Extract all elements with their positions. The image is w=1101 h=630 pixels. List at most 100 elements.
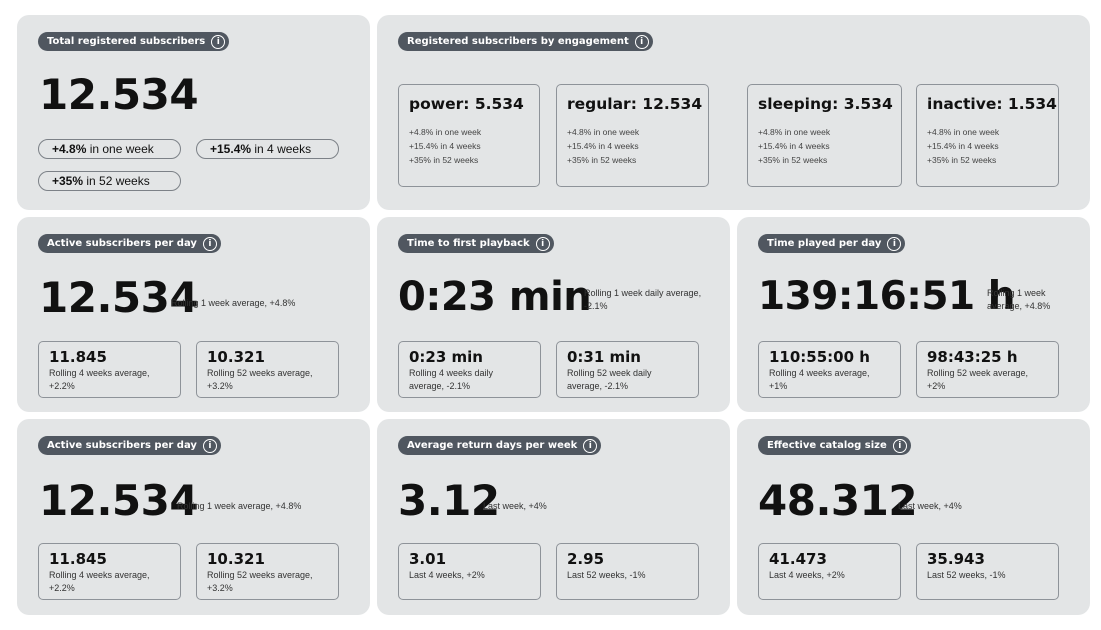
card-title-text: Active subscribers per day (47, 440, 197, 451)
info-icon[interactable]: i (634, 34, 649, 49)
engagement-inactive: inactive: 1.534 +4.8% in one week +15.4%… (916, 84, 1059, 187)
engagement-line: +15.4% in 4 weeks (927, 141, 999, 151)
stat-box-4-weeks: 41.473 Last 4 weeks, +2% (758, 543, 901, 600)
stat-value: 0:23 min (409, 348, 483, 366)
stat-box-4-weeks: 0:23 min Rolling 4 weeks daily average, … (398, 341, 541, 398)
main-note: Rolling 1 week average, +4.8% (177, 501, 302, 511)
engagement-line: +4.8% in one week (409, 127, 482, 137)
stat-note: Rolling 52 week average, +2% (927, 368, 1029, 391)
stat-note: Rolling 52 weeks average, +3.2% (207, 570, 313, 593)
stat-box-4-weeks: 110:55:00 h Rolling 4 weeks average, +1% (758, 341, 901, 398)
stat-box-52-weeks: 35.943 Last 52 weeks, -1% (916, 543, 1059, 600)
main-value: 139:16:51 h (758, 274, 1016, 319)
main-value: 12.534 (39, 273, 199, 322)
stat-note: Rolling 52 weeks average, +3.2% (207, 368, 313, 391)
info-icon[interactable]: i (887, 236, 902, 251)
card-title-text: Active subscribers per day (47, 238, 197, 249)
card-title: Time to first playback i (398, 234, 554, 253)
info-icon[interactable]: i (535, 236, 550, 251)
main-note: Rolling 1 week average, +4.8% (987, 288, 1051, 311)
stat-value: 11.845 (49, 348, 107, 366)
main-value: 0:23 min (398, 274, 592, 320)
active-subscribers-card-2: Active subscribers per day i 12.534 Roll… (17, 419, 370, 615)
main-note: Last week, +4% (483, 501, 547, 511)
card-title: Average return days per week i (398, 436, 602, 455)
engagement-label: sleeping: 3.534 (758, 95, 893, 113)
stat-box-4-weeks: 3.01 Last 4 weeks, +2% (398, 543, 541, 600)
card-title-text: Effective catalog size (767, 440, 887, 451)
stat-box-4-weeks: 11.845 Rolling 4 weeks average, +2.2% (38, 543, 181, 600)
card-title-text: Time played per day (767, 238, 882, 249)
info-icon[interactable]: i (202, 438, 217, 453)
engagement-line: +4.8% in one week (758, 127, 831, 137)
stat-box-52-weeks: 98:43:25 h Rolling 52 week average, +2% (916, 341, 1059, 398)
stat-note: Last 52 weeks, -1% (927, 570, 1006, 580)
engagement-line: +4.8% in one week (927, 127, 1000, 137)
card-title-text: Total registered subscribers (47, 36, 206, 47)
engagement-power: power: 5.534 +4.8% in one week +15.4% in… (398, 84, 540, 187)
stat-note: Rolling 52 week daily average, -2.1% (567, 368, 652, 391)
card-title: Registered subscribers by engagement i (398, 32, 653, 51)
info-icon[interactable]: i (892, 438, 907, 453)
engagement-line: +35% in 52 weeks (409, 155, 479, 165)
engagement-line: +35% in 52 weeks (927, 155, 997, 165)
chip-value: +4.8% (52, 142, 87, 156)
stat-box-52-weeks: 0:31 min Rolling 52 week daily average, … (556, 341, 699, 398)
card-title: Effective catalog size i (758, 436, 911, 455)
card-title-text: Registered subscribers by engagement (407, 36, 629, 47)
stat-note: Rolling 4 weeks average, +2.2% (49, 570, 150, 593)
stat-value: 98:43:25 h (927, 348, 1018, 366)
engagement-line: +35% in 52 weeks (758, 155, 828, 165)
stat-box-4-weeks: 11.845 Rolling 4 weeks average, +2.2% (38, 341, 181, 398)
main-value: 48.312 (758, 476, 918, 525)
info-icon[interactable]: i (211, 34, 226, 49)
info-icon[interactable]: i (583, 438, 598, 453)
main-note: Rolling 1 week average, +4.8% (171, 298, 296, 308)
stat-note: Rolling 4 weeks average, +2.2% (49, 368, 150, 391)
engagement-line: +4.8% in one week (567, 127, 640, 137)
stat-value: 11.845 (49, 550, 107, 568)
catalog-size-card: Effective catalog size i 48.312 Last wee… (737, 419, 1090, 615)
stat-note: Last 4 weeks, +2% (769, 570, 845, 580)
stat-box-52-weeks: 10.321 Rolling 52 weeks average, +3.2% (196, 543, 339, 600)
stat-value: 10.321 (207, 348, 265, 366)
engagement-label: regular: 12.534 (567, 95, 703, 113)
main-value: 12.534 (39, 70, 199, 119)
card-title: Total registered subscribers i (38, 32, 230, 51)
main-note: Rolling 1 week daily average, -2.1% (584, 288, 702, 311)
engagement-label: power: 5.534 (409, 95, 524, 113)
stat-box-52-weeks: 10.321 Rolling 52 weeks average, +3.2% (196, 341, 339, 398)
first-playback-card: Time to first playback i 0:23 min Rollin… (377, 217, 730, 412)
return-days-card: Average return days per week i 3.12 Last… (377, 419, 730, 615)
stat-value: 35.943 (927, 550, 985, 568)
stat-value: 3.01 (409, 550, 447, 568)
stat-box-52-weeks: 2.95 Last 52 weeks, -1% (556, 543, 699, 600)
stat-note: Last 4 weeks, +2% (409, 570, 485, 580)
stat-value: 0:31 min (567, 348, 641, 366)
active-subscribers-card: Active subscribers per day i 12.534 Roll… (17, 217, 370, 412)
stat-note: Last 52 weeks, -1% (567, 570, 646, 580)
card-title: Active subscribers per day i (38, 234, 221, 253)
stat-note: Rolling 4 weeks daily average, -2.1% (409, 368, 494, 391)
chip-label: in one week (86, 142, 154, 156)
growth-chip-4-weeks: +15.4% in 4 weeks (196, 139, 339, 159)
stat-value: 41.473 (769, 550, 827, 568)
chip-label: in 52 weeks (83, 174, 150, 188)
total-subscribers-card: Total registered subscribers i 12.534 +4… (17, 15, 370, 210)
card-title: Active subscribers per day i (38, 436, 221, 455)
stat-value: 10.321 (207, 550, 265, 568)
engagement-line: +15.4% in 4 weeks (567, 141, 639, 151)
growth-chip-52-weeks: +35% in 52 weeks (38, 171, 181, 191)
engagement-label: inactive: 1.534 (927, 95, 1057, 113)
stat-note: Rolling 4 weeks average, +1% (769, 368, 870, 391)
card-title: Time played per day i (758, 234, 906, 253)
chip-label: in 4 weeks (251, 142, 312, 156)
info-icon[interactable]: i (202, 236, 217, 251)
main-value: 3.12 (398, 476, 500, 525)
stat-value: 110:55:00 h (769, 348, 870, 366)
stat-value: 2.95 (567, 550, 605, 568)
time-played-card: Time played per day i 139:16:51 h Rollin… (737, 217, 1090, 412)
engagement-regular: regular: 12.534 +4.8% in one week +15.4%… (556, 84, 709, 187)
card-title-text: Average return days per week (407, 440, 578, 451)
card-title-text: Time to first playback (407, 238, 530, 249)
